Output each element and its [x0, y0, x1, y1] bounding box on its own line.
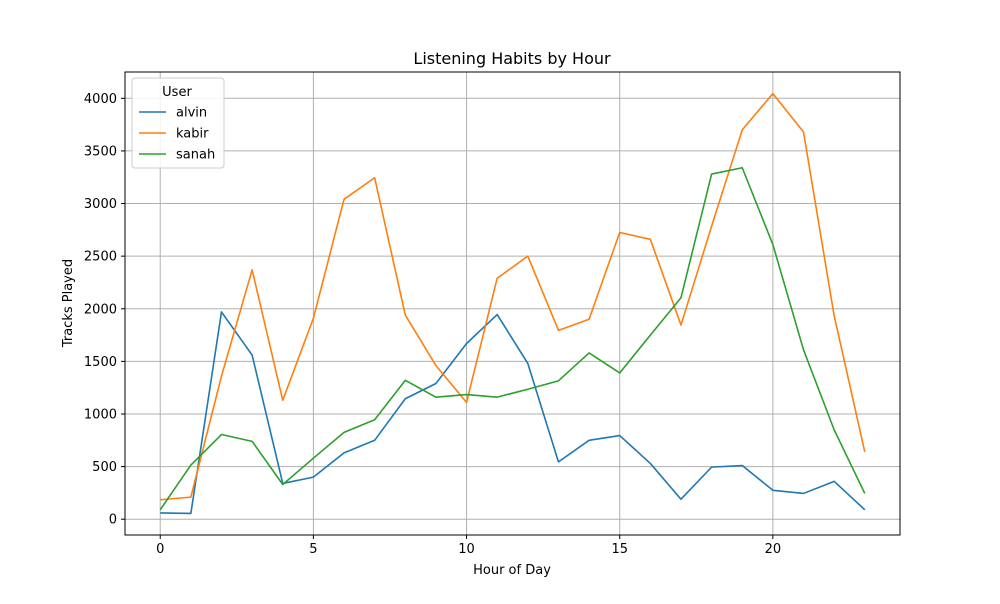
legend-items: alvin kabir sanah: [139, 106, 215, 163]
plot-frame: [124, 71, 901, 536]
y-tick-label: 3500: [84, 144, 117, 159]
x-tick-label: 15: [611, 542, 628, 557]
y-tick-label: 1000: [84, 407, 117, 422]
series-line-alvin: [160, 311, 866, 515]
x-tick-label: 20: [765, 542, 782, 557]
legend-label-alvin: alvin: [176, 106, 207, 121]
x-tick-label: 0: [156, 542, 164, 557]
y-tick-label: 3000: [84, 197, 117, 212]
legend-label-sanah: sanah: [176, 148, 215, 163]
legend-box: [131, 77, 225, 169]
y-tick-label: 500: [92, 460, 117, 475]
y-tick-label: 0: [109, 513, 117, 528]
x-tick-label: 5: [309, 542, 317, 557]
y-axis-label: Tracks Played: [61, 259, 76, 348]
chart-title: Listening Habits by Hour: [413, 49, 611, 68]
legend-title: User: [162, 85, 192, 100]
legend-label-kabir: kabir: [176, 127, 209, 142]
y-tick-label: 4000: [84, 92, 117, 107]
legend: User alvin kabir sanah: [131, 77, 225, 169]
y-axis: 0 500 1000 1500 2000 2500 3000 3500 4000: [84, 92, 125, 528]
x-tick-label: 10: [458, 542, 475, 557]
series-line-sanah: [159, 166, 866, 511]
y-tick-label: 1500: [84, 355, 117, 370]
series-lines: [159, 92, 866, 515]
y-tick-label: 2500: [84, 250, 117, 265]
x-axis-label: Hour of Day: [473, 563, 551, 578]
y-tick-label: 2000: [84, 302, 117, 317]
x-axis: 0 5 10 15 20: [156, 535, 781, 557]
series-line-kabir: [160, 92, 866, 501]
